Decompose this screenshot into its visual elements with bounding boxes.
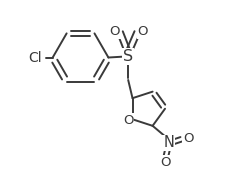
- Text: O: O: [123, 114, 134, 127]
- Text: O: O: [160, 156, 170, 169]
- Text: O: O: [110, 25, 120, 38]
- Text: O: O: [137, 25, 148, 38]
- Text: S: S: [123, 49, 133, 64]
- Text: N: N: [163, 135, 174, 150]
- Text: Cl: Cl: [28, 50, 42, 64]
- Text: O: O: [183, 132, 193, 145]
